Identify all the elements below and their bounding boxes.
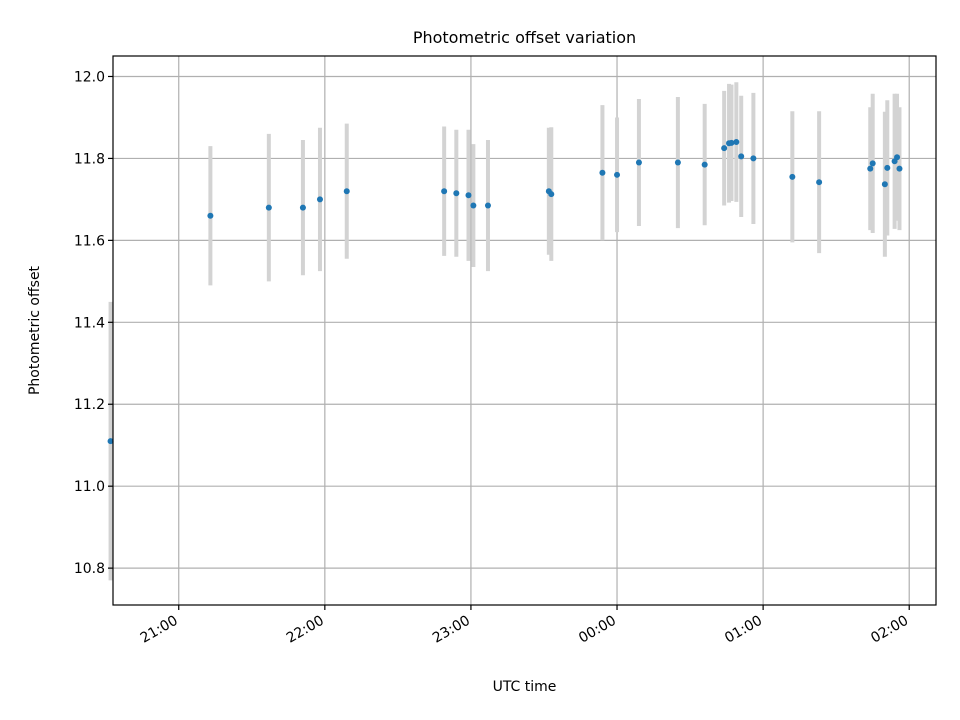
data-point [789, 173, 796, 180]
data-point [548, 191, 555, 198]
data-point [881, 181, 888, 188]
y-tick-label: 10.8 [74, 561, 105, 577]
data-point [441, 188, 448, 195]
y-axis-label: Photometric offset [27, 265, 43, 395]
data-point [867, 165, 874, 172]
data-point [635, 159, 642, 166]
data-point [894, 154, 901, 161]
data-point [701, 161, 708, 168]
data-point [453, 190, 460, 197]
grid [113, 56, 936, 605]
y-tick-label: 12.0 [74, 69, 105, 85]
data-point [728, 139, 735, 146]
data-point [484, 202, 491, 209]
data-point [738, 153, 745, 160]
y-axis-ticks: 10.8 11.0 11.2 11.4 11.6 11.8 12.0 [74, 69, 113, 577]
y-tick-label: 11.2 [74, 397, 105, 413]
data-point [265, 204, 272, 211]
data-point [816, 179, 823, 186]
x-axis-label: UTC time [493, 679, 557, 695]
data-point [316, 196, 323, 203]
chart-title: Photometric offset variation [413, 28, 636, 47]
data-point [733, 139, 740, 146]
y-tick-label: 11.6 [74, 233, 105, 249]
y-tick-label: 11.4 [74, 315, 105, 331]
data-points [107, 139, 903, 445]
data-point [207, 212, 214, 219]
data-point [299, 204, 306, 211]
data-point [465, 192, 472, 199]
y-tick-label: 11.0 [74, 479, 105, 495]
data-point [896, 165, 903, 172]
data-point [674, 159, 681, 166]
data-point [470, 202, 477, 209]
data-point [599, 169, 606, 176]
data-point [721, 145, 728, 152]
data-point [107, 438, 114, 445]
data-point [614, 171, 621, 178]
data-point [869, 160, 876, 167]
data-point [750, 155, 757, 162]
y-tick-label: 11.8 [74, 151, 105, 167]
plot-frame [112, 55, 937, 606]
data-point [343, 188, 350, 195]
data-point [884, 164, 891, 171]
